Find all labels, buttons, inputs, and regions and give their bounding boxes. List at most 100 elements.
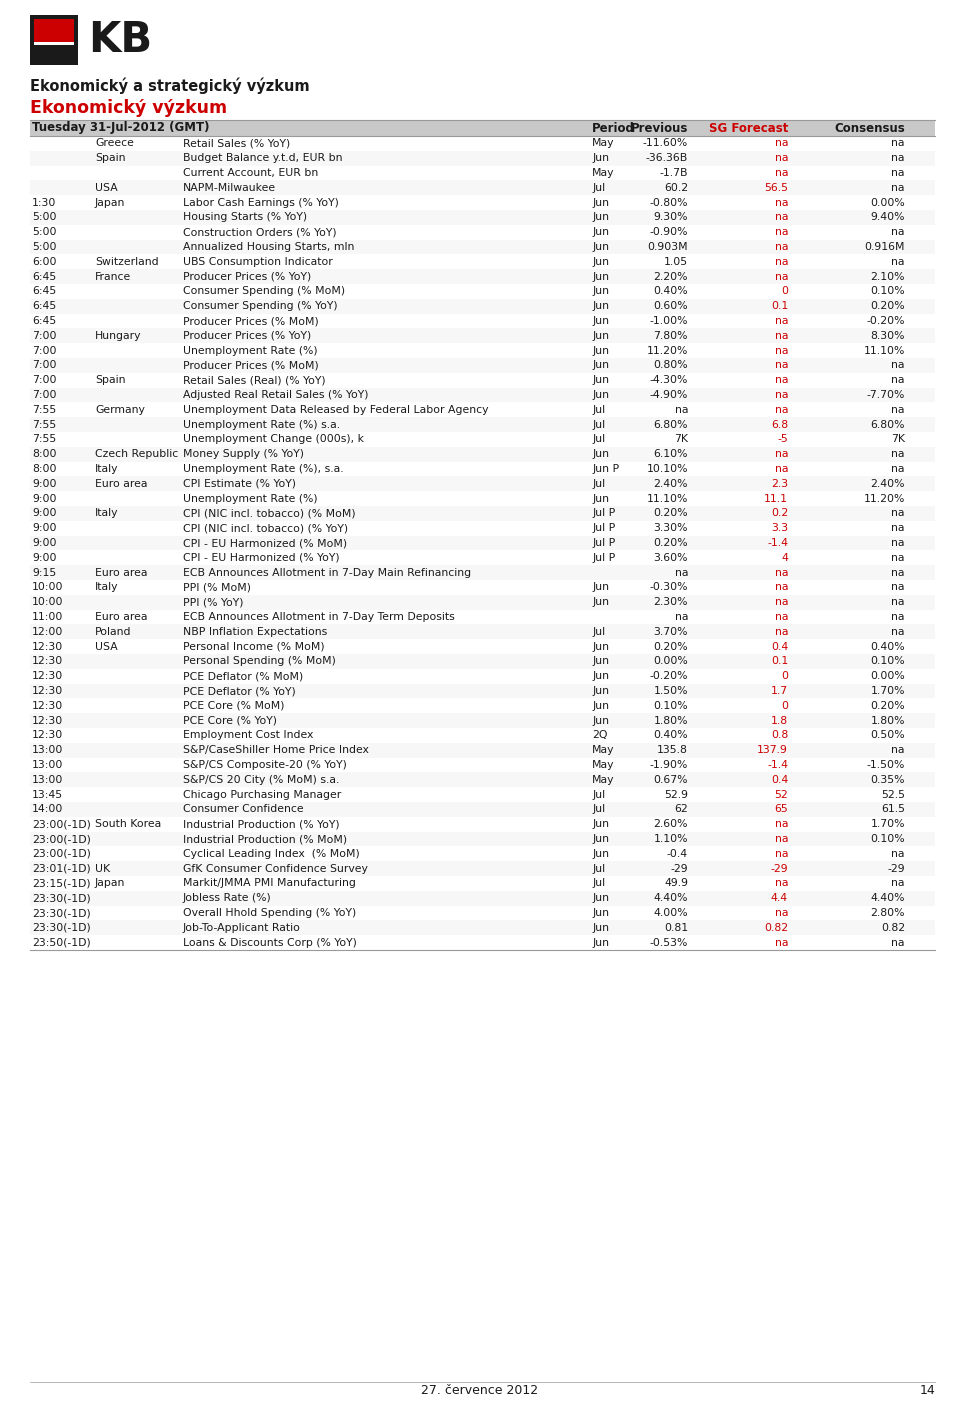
Text: 0.80%: 0.80% bbox=[654, 360, 688, 370]
Text: 4.00%: 4.00% bbox=[654, 908, 688, 918]
Text: 0: 0 bbox=[781, 701, 788, 711]
Text: na: na bbox=[775, 627, 788, 637]
Text: 7:00: 7:00 bbox=[32, 375, 57, 385]
Text: 9:15: 9:15 bbox=[32, 568, 57, 578]
Text: 1.8: 1.8 bbox=[771, 715, 788, 725]
Text: na: na bbox=[892, 450, 905, 460]
Text: 7.80%: 7.80% bbox=[654, 331, 688, 341]
Text: 7K: 7K bbox=[891, 434, 905, 444]
Text: Annualized Housing Starts, mln: Annualized Housing Starts, mln bbox=[183, 243, 354, 253]
Text: na: na bbox=[892, 257, 905, 267]
Text: S&P/CS Composite-20 (% YoY): S&P/CS Composite-20 (% YoY) bbox=[183, 761, 347, 771]
Text: GfK Consumer Confidence Survey: GfK Consumer Confidence Survey bbox=[183, 864, 368, 874]
Bar bbox=[30, 817, 935, 832]
Text: Italy: Italy bbox=[95, 464, 118, 474]
Text: Germany: Germany bbox=[95, 404, 145, 414]
Text: na: na bbox=[892, 167, 905, 177]
Text: na: na bbox=[775, 316, 788, 326]
Text: ECB Announces Allotment in 7-Day Main Refinancing: ECB Announces Allotment in 7-Day Main Re… bbox=[183, 568, 471, 578]
Text: 0.10%: 0.10% bbox=[871, 834, 905, 844]
Text: Jul P: Jul P bbox=[592, 553, 615, 563]
Text: 0.00%: 0.00% bbox=[653, 657, 688, 667]
Text: 6:45: 6:45 bbox=[32, 287, 57, 297]
Bar bbox=[30, 654, 935, 668]
Text: KB: KB bbox=[88, 18, 152, 61]
Text: na: na bbox=[775, 908, 788, 918]
Text: -5: -5 bbox=[778, 434, 788, 444]
Text: Jun: Jun bbox=[592, 834, 609, 844]
Text: CPI Estimate (% YoY): CPI Estimate (% YoY) bbox=[183, 478, 296, 488]
Text: 60.2: 60.2 bbox=[664, 183, 688, 193]
Text: 8:00: 8:00 bbox=[32, 464, 57, 474]
Text: 5:00: 5:00 bbox=[32, 213, 57, 223]
Bar bbox=[30, 240, 935, 254]
Text: 3.30%: 3.30% bbox=[654, 524, 688, 534]
Text: na: na bbox=[775, 375, 788, 385]
Text: 6:45: 6:45 bbox=[32, 271, 57, 281]
Bar bbox=[30, 166, 935, 180]
Text: 12:30: 12:30 bbox=[32, 657, 63, 667]
Text: 11.1: 11.1 bbox=[764, 494, 788, 504]
Text: na: na bbox=[892, 538, 905, 548]
Text: 11.10%: 11.10% bbox=[647, 494, 688, 504]
Bar bbox=[30, 343, 935, 358]
Text: -1.4: -1.4 bbox=[767, 538, 788, 548]
Text: Jun: Jun bbox=[592, 360, 609, 370]
Text: Jun: Jun bbox=[592, 331, 609, 341]
Text: 0.4: 0.4 bbox=[771, 775, 788, 785]
Text: na: na bbox=[775, 227, 788, 237]
Text: Jun: Jun bbox=[592, 938, 609, 948]
Text: Jun: Jun bbox=[592, 819, 609, 829]
Text: 6:45: 6:45 bbox=[32, 316, 57, 326]
Text: May: May bbox=[592, 745, 614, 755]
Text: na: na bbox=[675, 404, 688, 414]
Text: 137.9: 137.9 bbox=[757, 745, 788, 755]
Text: na: na bbox=[775, 597, 788, 607]
Text: 14:00: 14:00 bbox=[32, 805, 63, 815]
Text: Jun: Jun bbox=[592, 257, 609, 267]
Text: 6:00: 6:00 bbox=[32, 257, 57, 267]
Text: 1.70%: 1.70% bbox=[871, 685, 905, 695]
Bar bbox=[30, 417, 935, 431]
Text: 0: 0 bbox=[781, 671, 788, 681]
Text: Producer Prices (% MoM): Producer Prices (% MoM) bbox=[183, 316, 319, 326]
Text: NAPM-Milwaukee: NAPM-Milwaukee bbox=[183, 183, 276, 193]
Text: Cyclical Leading Index  (% MoM): Cyclical Leading Index (% MoM) bbox=[183, 849, 360, 858]
Text: May: May bbox=[592, 775, 614, 785]
Text: na: na bbox=[892, 938, 905, 948]
Bar bbox=[30, 742, 935, 758]
Text: Construction Orders (% YoY): Construction Orders (% YoY) bbox=[183, 227, 337, 237]
Text: 7:00: 7:00 bbox=[32, 346, 57, 356]
Bar bbox=[30, 832, 935, 846]
Text: Jun: Jun bbox=[592, 597, 609, 607]
Text: 0: 0 bbox=[781, 287, 788, 297]
Text: Jun: Jun bbox=[592, 685, 609, 695]
Bar bbox=[30, 403, 935, 417]
Bar bbox=[30, 210, 935, 224]
Text: na: na bbox=[775, 360, 788, 370]
Text: Euro area: Euro area bbox=[95, 612, 148, 622]
Text: na: na bbox=[892, 745, 905, 755]
Text: 27. července 2012: 27. července 2012 bbox=[421, 1384, 539, 1396]
Text: Labor Cash Earnings (% YoY): Labor Cash Earnings (% YoY) bbox=[183, 197, 339, 207]
Text: Jun: Jun bbox=[592, 346, 609, 356]
Text: S&P/CaseShiller Home Price Index: S&P/CaseShiller Home Price Index bbox=[183, 745, 369, 755]
Text: Jun: Jun bbox=[592, 227, 609, 237]
Text: 0.916M: 0.916M bbox=[865, 243, 905, 253]
Text: na: na bbox=[775, 568, 788, 578]
Text: 1.05: 1.05 bbox=[664, 257, 688, 267]
Text: PCE Deflator (% MoM): PCE Deflator (% MoM) bbox=[183, 671, 303, 681]
Bar bbox=[30, 551, 935, 565]
Text: 0.20%: 0.20% bbox=[871, 701, 905, 711]
Text: Jun: Jun bbox=[592, 375, 609, 385]
Text: 56.5: 56.5 bbox=[764, 183, 788, 193]
Bar bbox=[30, 876, 935, 891]
Bar bbox=[30, 16, 78, 65]
Text: Jun: Jun bbox=[592, 301, 609, 311]
Text: ECB Announces Allotment in 7-Day Term Deposits: ECB Announces Allotment in 7-Day Term De… bbox=[183, 612, 455, 622]
Text: Jun: Jun bbox=[592, 908, 609, 918]
Text: Unemployment Rate (%): Unemployment Rate (%) bbox=[183, 494, 318, 504]
Text: CPI (NIC incl. tobacco) (% MoM): CPI (NIC incl. tobacco) (% MoM) bbox=[183, 508, 355, 518]
Bar bbox=[30, 284, 935, 299]
Text: -1.4: -1.4 bbox=[767, 761, 788, 771]
